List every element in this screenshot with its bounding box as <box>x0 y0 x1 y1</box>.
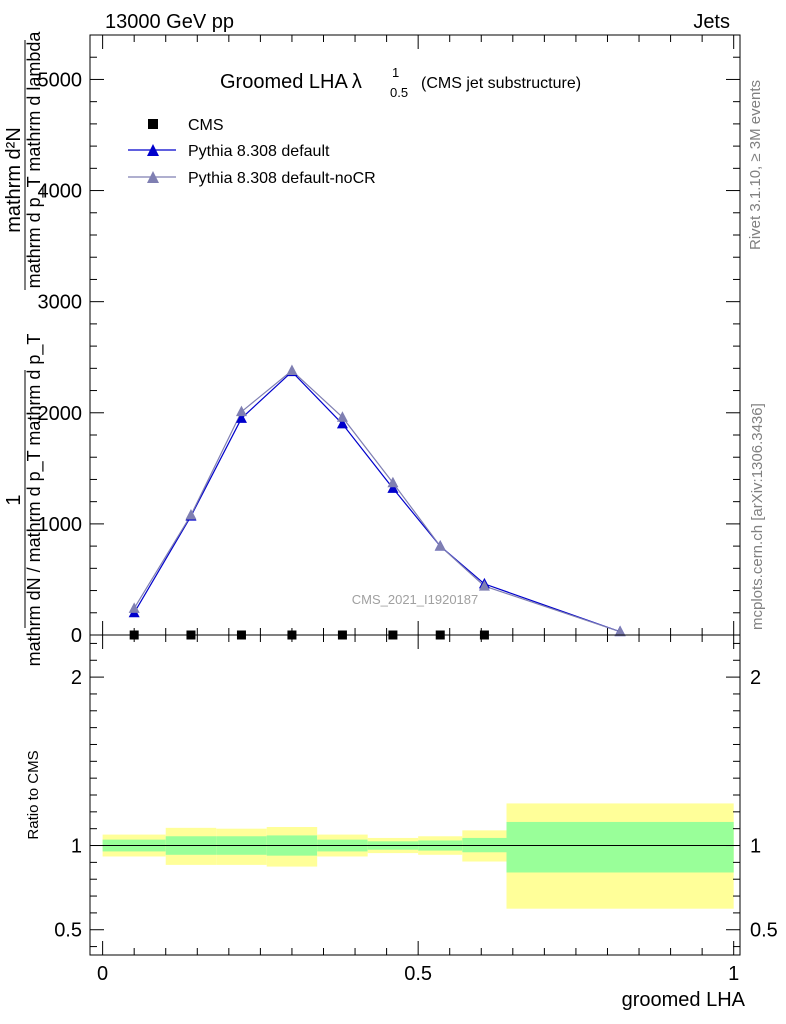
point-nocr <box>185 509 197 520</box>
legend-default-label: Pythia 8.308 default <box>188 143 330 160</box>
analysis-watermark: CMS_2021_I1920187 <box>352 592 479 607</box>
plot-title: Groomed LHA λ <box>220 71 362 93</box>
legend-nocr-marker <box>147 171 159 183</box>
point-nocr <box>235 405 247 417</box>
ylabel-fraction-denominator: mathrm dN / mathrm d p_T mathrm d p_T <box>24 334 45 667</box>
rivet-label: Rivet 3.1.10, ≥ 3M events <box>747 80 764 250</box>
point-nocr <box>434 540 446 551</box>
ratio-panel: 0.5 0.51 12 2 0 0.5 1 Ratio to CMS groomed LH… <box>25 634 778 1011</box>
category-label: Jets <box>693 11 730 33</box>
ratio-ytick-label-right: 2 <box>750 667 761 689</box>
point-nocr <box>387 476 399 488</box>
ratio-ytick-label: 1 <box>71 836 82 858</box>
ratio-ylabel: Ratio to CMS <box>25 750 42 839</box>
title-subscript: 0.5 <box>390 85 408 100</box>
main-ytick-label: 1000 <box>38 514 83 536</box>
ratio-bands <box>102 803 734 909</box>
main-panel: 0 1000 2000 3000 4000 5000 Groomed LHA λ 1 0.5… <box>3 31 741 667</box>
main-ylabel: 1 mathrm dN / mathrm d p_T mathrm d p_T … <box>3 31 45 667</box>
ylabel-rhs-numerator: mathrm d²N <box>3 127 25 233</box>
ratio-xtick-label: 0 <box>97 963 108 985</box>
ratio-y-tick-labels: 0.5 0.5 1 1 2 2 <box>54 667 778 942</box>
ratio-ytick-label: 0.5 <box>54 920 82 942</box>
point-nocr <box>478 580 490 591</box>
ratio-x-tick-labels: 0 0.5 1 <box>97 963 739 985</box>
point-default <box>387 482 399 493</box>
point-default <box>336 417 348 429</box>
ratio-band-inner <box>506 821 734 873</box>
main-ytick-label: 0 <box>71 625 82 647</box>
main-axis-ticks <box>90 34 740 636</box>
point-nocr <box>128 602 140 613</box>
main-ytick-label: 3000 <box>38 292 83 314</box>
ratio-xtick-label: 1 <box>728 963 739 985</box>
main-ytick-label: 5000 <box>38 69 83 91</box>
legend: CMS Pythia 8.308 default Pythia 8.308 de… <box>128 117 376 187</box>
energy-label: 13000 GeV pp <box>105 11 234 33</box>
title-note: (CMS jet substructure) <box>421 75 581 92</box>
point-default <box>235 412 247 423</box>
main-ytick-label: 4000 <box>38 181 83 203</box>
x-axis-label: groomed LHA <box>622 989 746 1011</box>
point-nocr <box>336 411 348 422</box>
point-nocr <box>614 625 626 637</box>
ylabel-fraction-numerator: 1 <box>3 494 25 505</box>
legend-cms-label: CMS <box>188 117 224 134</box>
ylabel-rhs-denominator: mathrm d p_T mathrm d lambda <box>24 31 45 289</box>
title-main: Groomed LHA <box>220 71 348 93</box>
ratio-axis-ticks <box>90 635 740 955</box>
title-superscript: 1 <box>392 65 399 80</box>
point-nocr <box>286 364 298 376</box>
legend-default-marker <box>147 144 159 156</box>
ratio-ytick-label: 2 <box>71 667 82 689</box>
legend-nocr-label: Pythia 8.308 default-noCR <box>188 170 376 187</box>
title-lambda: λ <box>352 71 362 93</box>
ratio-xtick-label: 0.5 <box>404 963 432 985</box>
mcplots-label: mcplots.cern.ch [arXiv:1306.3436] <box>749 403 766 630</box>
main-ytick-label: 2000 <box>38 403 83 425</box>
ratio-ytick-label-right: 1 <box>750 836 761 858</box>
main-y-tick-labels: 0 1000 2000 3000 4000 5000 <box>38 69 83 647</box>
legend-cms-marker <box>148 119 158 129</box>
ratio-ytick-label-right: 0.5 <box>750 920 778 942</box>
